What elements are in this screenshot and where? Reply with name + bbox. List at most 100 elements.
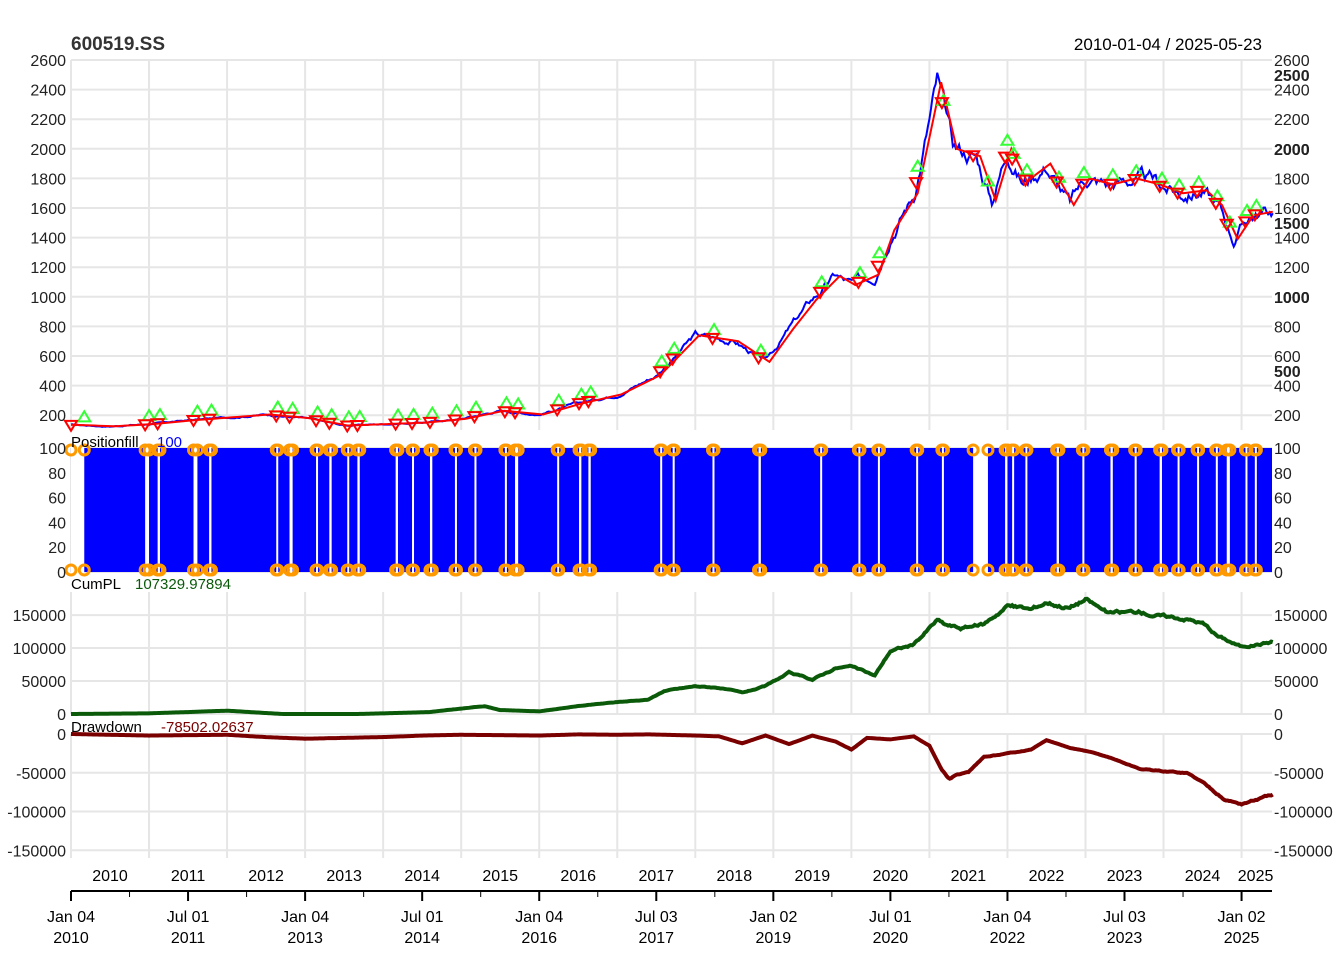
positionfill-gap [758, 446, 761, 574]
year-label: 2022 [1029, 868, 1065, 885]
positionfill-gap [579, 446, 582, 574]
buy-marker [871, 245, 888, 259]
positionfill-right-tick: 20 [1274, 540, 1292, 557]
sell-marker [1017, 174, 1034, 188]
year-label: 2018 [717, 868, 753, 885]
trade-dot [204, 563, 218, 577]
positionfill-gap [1110, 446, 1113, 574]
trade-dot [966, 443, 980, 457]
trade-dot [1052, 443, 1066, 457]
trade-dot [391, 563, 405, 577]
trade-dot [853, 563, 867, 577]
trade-dot [77, 443, 91, 457]
price-right-extra-tick: 2500 [1274, 68, 1310, 85]
positionfill-left-tick: 80 [48, 466, 66, 483]
trade-dot [936, 443, 950, 457]
positionfill-gap [1215, 446, 1218, 574]
bottom-axis-date: Jul 03 [1103, 909, 1146, 926]
price-right-tick: 2000 [1274, 142, 1310, 159]
sell-marker [870, 260, 886, 274]
sell-marker [321, 417, 338, 431]
bottom-axis-year: 2025 [1224, 930, 1260, 947]
positionfill-gap [209, 446, 212, 574]
positionfill-gap [329, 446, 332, 574]
sell-marker [1247, 209, 1263, 223]
positionfill-gap [1245, 446, 1248, 574]
bottom-axis-year: 2014 [404, 930, 440, 947]
buy-marker [753, 342, 769, 356]
drawdown-series [70, 732, 1274, 807]
chart-title: 600519.SS [71, 34, 165, 55]
sell-marker [1074, 178, 1091, 192]
trade-dot [1077, 563, 1091, 577]
price-left-tick: 1600 [30, 201, 66, 218]
sell-marker [812, 286, 828, 300]
buy-marker [666, 340, 682, 354]
trade-dot [853, 443, 867, 457]
price-right-extra-tick: 1000 [1274, 290, 1310, 307]
trade-dot [1223, 563, 1237, 577]
price-left-tick: 400 [39, 379, 66, 396]
trade-dot [64, 443, 78, 457]
bottom-axis-year: 2023 [1107, 930, 1143, 947]
sell-marker [281, 411, 298, 425]
positionfill-left-tick: 20 [48, 540, 66, 557]
trade-dot [754, 563, 768, 577]
buy-marker [653, 353, 670, 367]
trade-dot [190, 563, 204, 577]
positionfill-gap [588, 446, 591, 574]
cumpl-left-tick: 100000 [13, 641, 66, 658]
sell-marker [1169, 187, 1186, 201]
positionfill-gap [289, 446, 293, 574]
cumpl-right-tick: 50000 [1274, 674, 1319, 691]
sell-marker [652, 366, 668, 380]
positionfill-gap [712, 446, 715, 574]
drawdown-right-tick: -100000 [1274, 805, 1333, 822]
positionfill-gap [316, 446, 319, 574]
trade-dot [511, 563, 525, 577]
trade-dot [511, 443, 525, 457]
sell-marker [934, 97, 950, 111]
price-left-tick: 2200 [30, 112, 66, 129]
trade-dot [1077, 443, 1091, 457]
drawdown-left-tick: -100000 [7, 805, 66, 822]
cumpl-left-tick: 50000 [22, 674, 67, 691]
price-right-tick: 1000 [1274, 290, 1310, 307]
trade-dot [1129, 443, 1143, 457]
price-right-extra-tick: 2000 [1274, 142, 1310, 159]
sell-marker [571, 398, 587, 412]
drawdown-right-tick: 0 [1274, 727, 1283, 744]
trade-dot [425, 443, 439, 457]
trade-dot [1020, 563, 1034, 577]
positionfill-right-tick: 40 [1274, 515, 1292, 532]
trade-dot [1052, 563, 1066, 577]
sell-marker [1189, 185, 1205, 199]
trade-dot [153, 563, 167, 577]
sell-marker [1126, 173, 1143, 187]
sell-marker [387, 418, 404, 432]
positionfill-right-tick: 100 [1274, 441, 1301, 458]
drawdown-right-tick: -50000 [1274, 766, 1324, 783]
trade-dot [407, 443, 421, 457]
trade-dot [1192, 443, 1206, 457]
price-left-tick: 1000 [30, 290, 66, 307]
positionfill-gap [504, 446, 507, 574]
positionfill-gap [1012, 446, 1015, 574]
price-left-tick: 2400 [30, 83, 66, 100]
trade-dot [325, 443, 339, 457]
positionfill-area [64, 443, 1272, 577]
trade-dot [1020, 443, 1034, 457]
cumpl-right-tick: 100000 [1274, 641, 1327, 658]
drawdown-left-tick: -150000 [7, 843, 66, 860]
bottom-axis-date: Jul 01 [869, 909, 912, 926]
price-right-tick: 1600 [1274, 201, 1310, 218]
positionfill-gap [474, 446, 477, 574]
cumpl-right-tick: 150000 [1274, 608, 1327, 625]
positionfill-gap [1082, 446, 1085, 574]
bottom-axis-date: Jan 04 [983, 909, 1031, 926]
cumpl-left-tick: 0 [57, 707, 66, 724]
positionfill-last-value: 100 [157, 434, 182, 451]
price-right-tick: 2400 [1274, 83, 1310, 100]
sell-marker [908, 177, 924, 191]
